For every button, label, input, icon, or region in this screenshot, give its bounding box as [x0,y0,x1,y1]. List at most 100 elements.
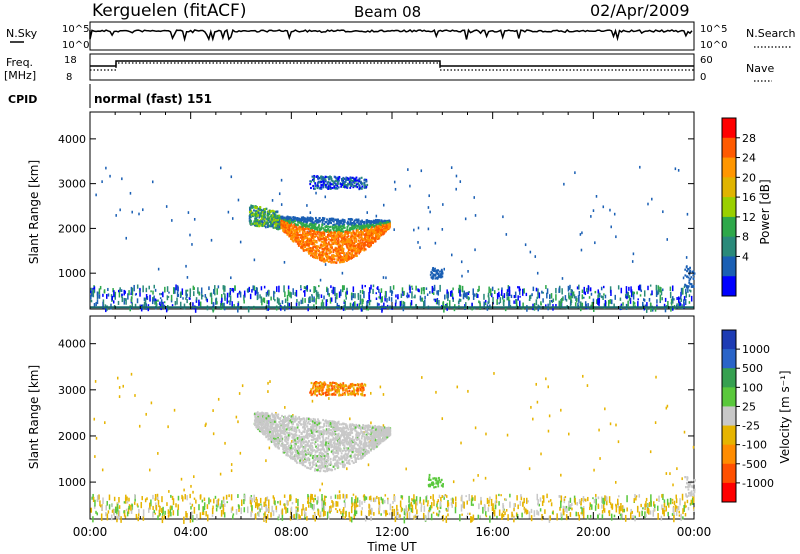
echo-cell [365,222,368,225]
echo-cell [692,285,695,288]
echo-cell [294,231,296,234]
echo-cell [307,497,310,505]
echo-cell [367,224,370,227]
echo-cell [255,218,258,222]
echo-cell [288,227,291,230]
echo-cell [527,500,529,503]
echo-cell [433,287,436,290]
echo-cell [159,297,162,300]
echo-cell [347,224,350,227]
freq-unit: [MHz] [4,69,36,82]
echo-cell [347,237,350,240]
echo-cell [430,271,433,274]
echo-cell [292,218,295,221]
echo-cell [683,430,686,434]
echo-cell [298,301,300,306]
echo-cell [571,289,573,292]
echo-cell [311,255,314,258]
echo-cell [277,218,279,222]
echo-cell [90,287,92,291]
echo-cell [264,226,267,229]
echo-cell [380,226,382,230]
echo-cell [377,221,380,224]
echo-cell [392,285,395,290]
echo-cell [334,286,336,294]
echo-cell [238,392,241,395]
echo-cell [398,513,400,520]
echo-cell [363,226,366,229]
echo-cell [598,297,601,304]
echo-cell [311,217,314,220]
echo-cell [544,509,546,514]
echo-cell [435,276,438,279]
echo-cell [581,302,584,307]
echo-cell [339,229,342,232]
echo-cell [311,178,314,181]
echo-cell [338,490,341,494]
echo-cell [374,236,377,240]
echo-cell [334,226,336,229]
echo-cell [315,234,318,237]
echo-cell [434,298,437,303]
echo-cell [525,292,528,297]
echo-cell [271,225,274,228]
echo-cell [368,236,371,239]
echo-cell [539,497,542,502]
echo-cell [355,237,358,241]
echo-cell [342,256,345,259]
echo-cell [213,288,216,293]
echo-cell [306,239,308,242]
echo-cell [536,509,538,515]
echo-cell [113,290,115,298]
echo-cell [673,514,675,523]
echo-cell [371,220,374,223]
echo-cell [331,186,334,190]
echo-cell [421,376,423,379]
echo-cell [363,242,366,245]
echo-cell [545,285,547,289]
echo-cell [322,244,324,247]
freq-top-tick: 18 [64,55,77,66]
echo-cell [239,451,242,455]
echo-cell [411,504,414,510]
echo-cell [549,515,552,521]
echo-cell [342,182,345,185]
echo-cell [479,301,481,305]
echo-cell [679,301,681,307]
echo-cell [360,229,363,232]
echo-cell [381,305,383,313]
echo-cell [320,234,323,237]
echo-cell [290,222,292,225]
echo-cell [317,219,320,222]
echo-cell [313,511,316,515]
echo-cell [150,499,152,507]
echo-cell [329,175,331,178]
echo-cell [136,284,139,289]
echo-cell [230,276,232,280]
echo-cell [111,509,114,513]
echo-cell [262,208,265,211]
echo-cell [548,500,550,503]
echo-cell [339,240,341,243]
echo-cell [253,222,256,225]
echo-cell [254,212,257,216]
echo-cell [360,222,363,225]
echo-cell [213,288,215,295]
echo-cell [684,274,687,277]
echo-cell [329,184,331,187]
echo-cell [249,293,252,300]
echo-cell [436,506,439,510]
echo-cell [546,288,549,294]
echo-cell [415,496,418,502]
echo-cell [261,224,264,228]
echo-cell [283,229,286,232]
echo-cell [288,231,291,235]
echo-cell [324,243,326,246]
echo-cell [137,513,140,517]
echo-cell [367,300,369,304]
echo-cell [123,289,125,296]
echo-cell [331,241,334,244]
echo-cell [586,514,589,520]
echo-cell [441,228,444,231]
echo-cell [326,235,329,238]
